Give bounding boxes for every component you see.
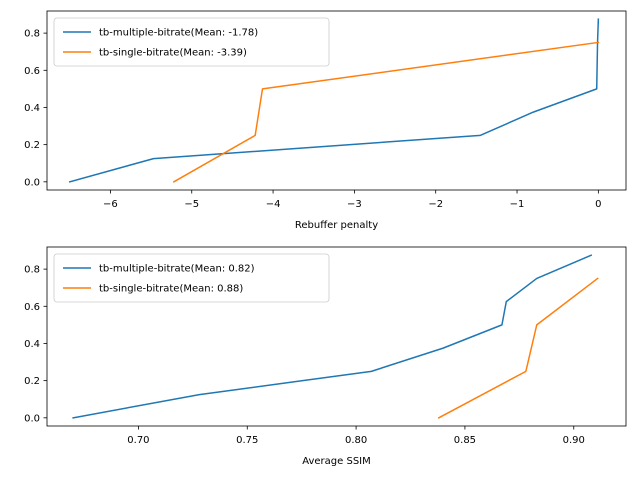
legend: tb-multiple-bitrate(Mean: 0.82) tb-single… xyxy=(53,253,330,303)
x-tick-label: −6 xyxy=(103,199,118,210)
y-tick-label: 0.8 xyxy=(24,265,40,276)
axes-frame xyxy=(46,246,627,427)
x-tick-label: 0.80 xyxy=(345,435,367,446)
legend-label-2: tb-single-bitrate(Mean: 0.88) xyxy=(99,284,243,295)
x-tick-label: 0.75 xyxy=(236,435,258,446)
x-axis-label: Rebuffer penalty xyxy=(295,220,378,231)
series-line-2 xyxy=(437,277,599,419)
y-tick-label: 0.8 xyxy=(24,29,40,40)
legend-label-2: tb-single-bitrate(Mean: -3.39) xyxy=(99,48,247,59)
x-tick-label: −2 xyxy=(428,199,443,210)
y-tick-label: 0.2 xyxy=(24,140,40,151)
x-axis-label: Average SSIM xyxy=(302,456,371,467)
x-tick-label: −3 xyxy=(347,199,362,210)
series-line-1 xyxy=(72,254,593,419)
y-tick-label: 0.4 xyxy=(24,339,40,350)
y-tick-label: 0.0 xyxy=(24,413,40,424)
x-tick-label: 0 xyxy=(595,199,601,210)
y-tick-label: 0.2 xyxy=(24,376,40,387)
x-tick-label: 0.70 xyxy=(127,435,149,446)
y-tick-label: 0.4 xyxy=(24,103,40,114)
legend-box xyxy=(53,17,330,67)
y-tick-label: 0.6 xyxy=(24,302,40,313)
chart-panel-1: −6 −5 −4 −3 −2 −1 0 0.0 0.2 0.4 0.6 0.8 Rebuffer pen… xyxy=(24,10,627,231)
legend-label-1: tb-multiple-bitrate(Mean: -1.78) xyxy=(99,28,258,39)
x-tick-label: −5 xyxy=(184,199,199,210)
y-tick-label: 0.0 xyxy=(24,177,40,188)
series-line-2 xyxy=(172,41,600,183)
legend: tb-multiple-bitrate(Mean: -1.78) tb-singl… xyxy=(53,17,330,67)
y-tick-label: 0.6 xyxy=(24,66,40,77)
legend-box xyxy=(53,253,330,303)
chart-panel-2: 0.70 0.75 0.80 0.85 0.90 0.0 0.2 0.4 0.6 0.8 Avera… xyxy=(24,246,627,467)
x-tick-label: 0.85 xyxy=(454,435,476,446)
axes-frame xyxy=(46,10,627,191)
x-tick-label: −1 xyxy=(510,199,525,210)
x-tick-label: −4 xyxy=(266,199,281,210)
legend-label-1: tb-multiple-bitrate(Mean: 0.82) xyxy=(99,264,255,275)
x-tick-label: 0.90 xyxy=(563,435,585,446)
